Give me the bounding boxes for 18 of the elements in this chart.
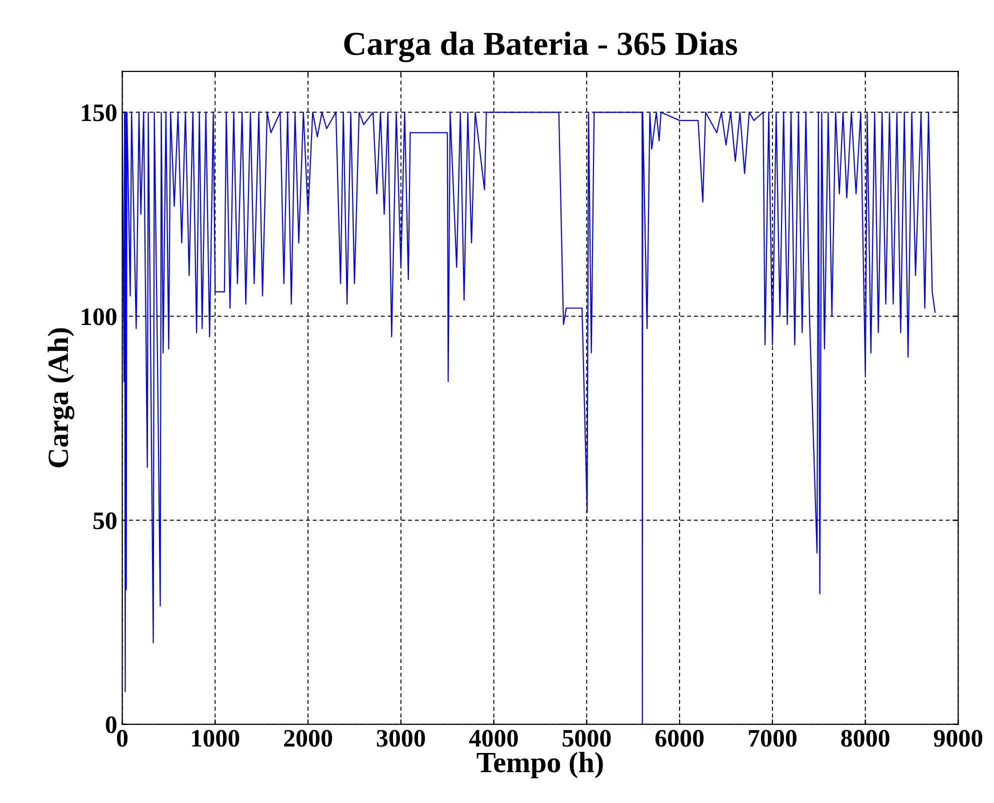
x-axis-title: Tempo (h) — [476, 752, 603, 778]
x-tick-label: 7000 — [748, 730, 796, 747]
x-tick-label: 4000 — [469, 730, 518, 747]
y-tick-label: 50 — [93, 512, 116, 530]
x-tick-label: 5000 — [562, 730, 611, 747]
x-tick-label: 1000 — [192, 730, 240, 747]
y-tick-label: 0 — [106, 716, 116, 734]
x-tick-label: 3000 — [376, 730, 425, 747]
x-tick-label: 0 — [116, 730, 128, 747]
chart-title: Carga da Bateria - 365 Dias — [344, 32, 738, 62]
line-series — [122, 112, 936, 724]
x-tick-label: 8000 — [841, 730, 890, 747]
x-tick-label: 6000 — [655, 730, 704, 747]
y-tick-label: 100 — [82, 308, 116, 326]
y-axis-title: Carga (Ah) — [48, 328, 74, 468]
x-tick-label: 2000 — [284, 730, 332, 747]
y-tick-label: 150 — [82, 104, 116, 122]
x-tick-label: 9000 — [934, 730, 982, 747]
